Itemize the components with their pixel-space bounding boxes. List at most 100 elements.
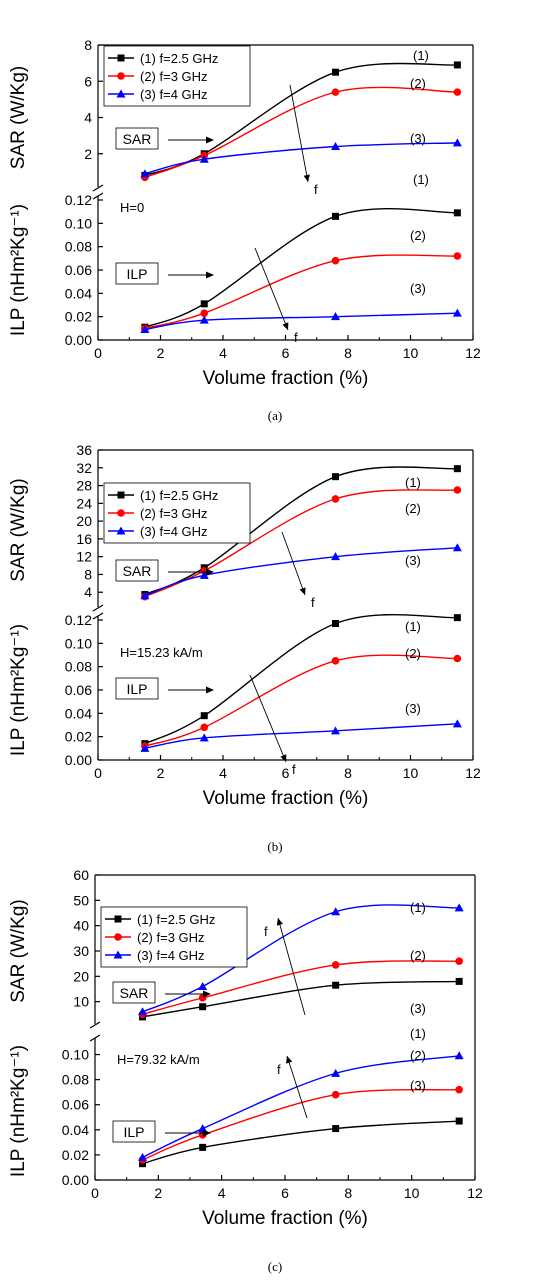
ilp-data-point [453, 654, 462, 663]
ilp-data-point [331, 726, 340, 735]
x-axis-label: Volume fraction (%) [203, 368, 369, 389]
sar-box-label: SAR [120, 985, 149, 1001]
curve-label: (1) [413, 172, 429, 187]
sar-data-point [454, 903, 464, 912]
ilp-curve [144, 654, 458, 747]
x-tick-label: 4 [219, 345, 227, 361]
legend: (1) f=2.5 GHz (2) f=3 GHz (3) f=4 GHz [103, 45, 251, 107]
sar-tick-label: 20 [76, 513, 92, 529]
sar-data-point [199, 1003, 207, 1011]
sar-tick-label: 20 [73, 968, 89, 984]
curve-label: (2) [405, 646, 421, 661]
sar-box-label: SAR [123, 563, 152, 579]
curve-label: (2) [410, 1048, 426, 1063]
ilp-data-point [452, 719, 462, 728]
sar-tick-label: 40 [73, 918, 89, 934]
ilp-axis-label: ILP (nHm²Kg⁻¹) [8, 1045, 29, 1177]
ilp-data-point [455, 1117, 463, 1125]
panel-caption: (b) [267, 839, 283, 854]
sar-data-point [453, 61, 461, 69]
curve-label: (1) [410, 900, 426, 915]
x-axis-label: Volume fraction (%) [203, 788, 369, 809]
ilp-data-point [200, 309, 209, 317]
sar-data-point [199, 570, 209, 579]
x-tick-label: 10 [404, 1185, 420, 1201]
x-tick-label: 8 [344, 345, 352, 361]
sar-curve [144, 489, 458, 598]
sar-data-point [452, 543, 462, 552]
curve-label: (1) [405, 475, 421, 490]
sar-tick-label: 32 [76, 460, 92, 476]
ilp-tick-label: 0.04 [65, 285, 92, 301]
sar-tick-label: 24 [76, 495, 92, 511]
x-tick-label: 8 [344, 765, 352, 781]
sar-tick-label: 4 [84, 584, 92, 600]
sar-curve [144, 86, 458, 178]
legend-entry: (2) f=3 GHz [140, 69, 208, 84]
curve-label: (2) [405, 501, 421, 516]
ilp-data-point [332, 620, 339, 627]
x-tick-label: 2 [157, 765, 165, 781]
sar-tick-label: 16 [76, 531, 92, 547]
ilp-tick-label: 0.12 [65, 192, 92, 208]
chart-panel-1: 0 2 4 6 8 10 12 Volume fraction (%) 2 4 6 8 0.00 0.02… [0, 0, 550, 425]
x-tick-label: 12 [465, 345, 481, 361]
ilp-curve [142, 1088, 460, 1161]
ilp-tick-label: 0.04 [65, 705, 92, 721]
ilp-data-point [453, 209, 461, 217]
ilp-data-point [331, 1068, 341, 1077]
curve-label: (3) [410, 131, 426, 146]
ilp-data-point [452, 308, 462, 317]
ilp-tick-label: 0.10 [65, 635, 92, 651]
curve-label: (2) [410, 76, 426, 91]
curve-label: (3) [405, 701, 421, 716]
ilp-data-point [199, 315, 209, 324]
sar-tick-label: 60 [73, 867, 89, 883]
ilp-tick-label: 0.08 [65, 659, 92, 675]
ilp-tick-label: 0.00 [65, 752, 92, 768]
x-tick-label: 10 [403, 345, 419, 361]
sar-tick-label: 50 [73, 892, 89, 908]
axis-break-mark [89, 1021, 101, 1042]
sar-tick-label: 4 [84, 110, 92, 126]
x-tick-label: 0 [91, 1185, 99, 1201]
x-tick-label: 4 [218, 1185, 226, 1201]
ilp-data-point [199, 733, 209, 742]
ilp-box-label: ILP [123, 1124, 144, 1140]
frequency-arrow-label: f [311, 595, 315, 610]
sar-tick-label: 6 [84, 73, 92, 89]
sar-tick-label: 30 [73, 943, 89, 959]
sar-data-point [331, 552, 340, 561]
sar-axis-label: SAR (W/Kg) [8, 478, 29, 581]
legend-entry: (1) f=2.5 GHz [140, 488, 218, 503]
legend-entry: (3) f=4 GHz [140, 524, 208, 539]
panel-caption: (c) [267, 1259, 283, 1274]
sar-tick-label: 28 [76, 478, 92, 494]
x-tick-label: 6 [281, 1185, 289, 1201]
sar-tick-label: 12 [76, 549, 92, 565]
sar-data-point [199, 154, 209, 163]
sar-curve [142, 980, 460, 1018]
ilp-curve [144, 312, 458, 331]
field-strength-label: H=15.23 kA/m [120, 645, 203, 660]
axis-break-mark [92, 604, 104, 620]
legend: (1) f=2.5 GHz (2) f=3 GHz (3) f=4 GHz [100, 906, 248, 968]
sar-data-point [331, 907, 341, 916]
ilp-tick-label: 0.06 [65, 262, 92, 278]
ilp-data-point [453, 252, 462, 260]
legend: (1) f=2.5 GHz (2) f=3 GHz (3) f=4 GHz [103, 482, 251, 544]
ilp-data-point [331, 312, 340, 321]
ilp-data-point [332, 212, 339, 220]
x-tick-label: 0 [94, 765, 102, 781]
ilp-data-point [138, 1152, 147, 1161]
sar-axis-label: SAR (W/Kg) [8, 899, 29, 1002]
axis-break-mark [92, 184, 104, 200]
ilp-tick-label: 0.10 [65, 215, 92, 231]
curve-label: (3) [410, 1078, 426, 1093]
ilp-data-point [200, 300, 208, 308]
chart-svg: 0 2 4 6 8 10 12 Volume fraction (%) 10 20 30 40 50 60… [8, 867, 483, 1229]
field-strength-label: H=79.32 kA/m [117, 1052, 200, 1067]
sar-curve [144, 547, 458, 597]
x-axis-label: Volume fraction (%) [202, 1208, 368, 1229]
ilp-tick-label: 0.02 [62, 1147, 89, 1163]
